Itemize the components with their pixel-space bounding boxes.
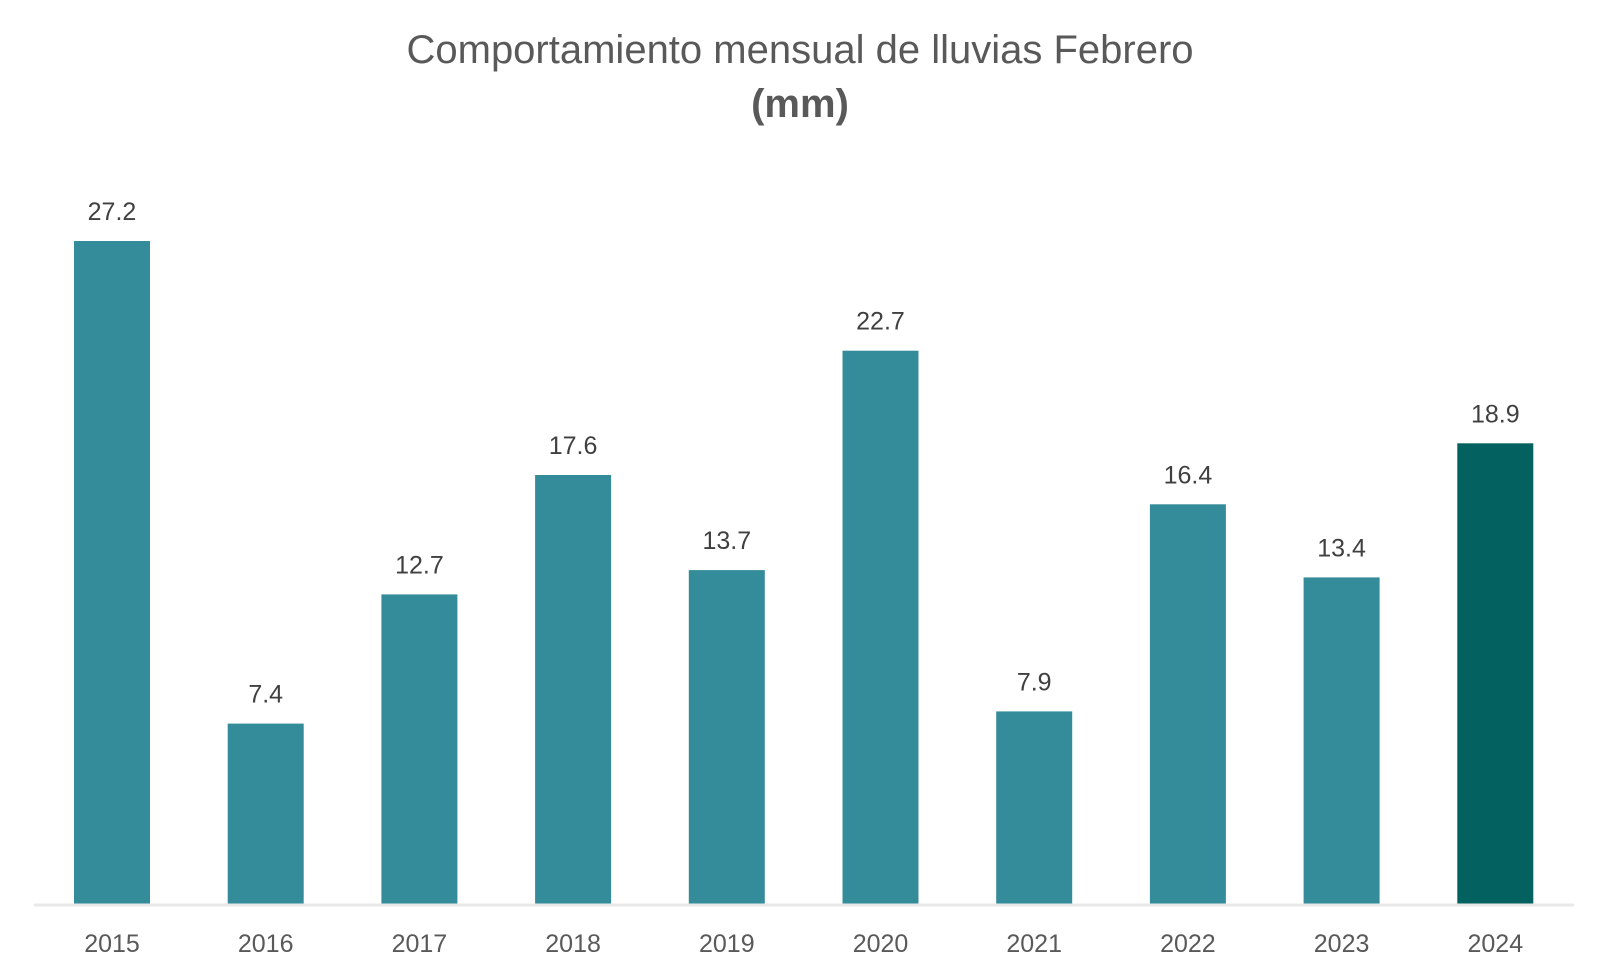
bar-2017: [381, 594, 458, 904]
x-tick-2015: 2015: [84, 930, 140, 958]
x-tick-2022: 2022: [1160, 930, 1216, 958]
x-tick-2016: 2016: [238, 930, 294, 958]
data-label-2024: 18.9: [1471, 400, 1520, 428]
x-tick-2018: 2018: [545, 930, 601, 958]
x-tick-2017: 2017: [392, 930, 448, 958]
data-label-2015: 27.2: [88, 198, 137, 226]
data-label-2022: 16.4: [1164, 461, 1213, 489]
data-label-2019: 13.7: [702, 527, 751, 555]
data-label-2017: 12.7: [395, 551, 444, 579]
bar-2018: [535, 475, 612, 904]
bar-2024: [1457, 443, 1534, 904]
bar-2015: [74, 241, 150, 904]
data-label-2020: 22.7: [856, 308, 905, 336]
data-label-2018: 17.6: [549, 432, 598, 460]
data-label-2016: 7.4: [248, 681, 283, 709]
x-tick-labels-group: 2015 2016 2017 2018 2019 2020 2021 2022 2023 2024: [84, 930, 1523, 958]
data-label-2021: 7.9: [1017, 668, 1052, 696]
bar-2023: [1303, 577, 1380, 904]
bar-2020: [842, 350, 919, 904]
bars-group: [74, 241, 1534, 905]
x-tick-2019: 2019: [699, 930, 755, 958]
x-tick-2021: 2021: [1006, 930, 1062, 958]
chart-title: Comportamiento mensual de lluvias Febrer…: [406, 28, 1194, 72]
data-labels-group: 27.2 7.4 12.7 17.6 13.7 22.7 7.9 16.4 13.4 18.9: [88, 198, 1520, 709]
bar-2016: [227, 723, 304, 904]
bar-2022: [1149, 504, 1226, 905]
data-label-2023: 13.4: [1317, 534, 1366, 562]
x-tick-2023: 2023: [1314, 930, 1370, 958]
bar-2019: [688, 570, 765, 904]
chart-subtitle: (mm): [751, 82, 849, 126]
bar-2021: [996, 711, 1073, 904]
x-tick-2020: 2020: [853, 930, 909, 958]
x-tick-2024: 2024: [1467, 930, 1523, 958]
